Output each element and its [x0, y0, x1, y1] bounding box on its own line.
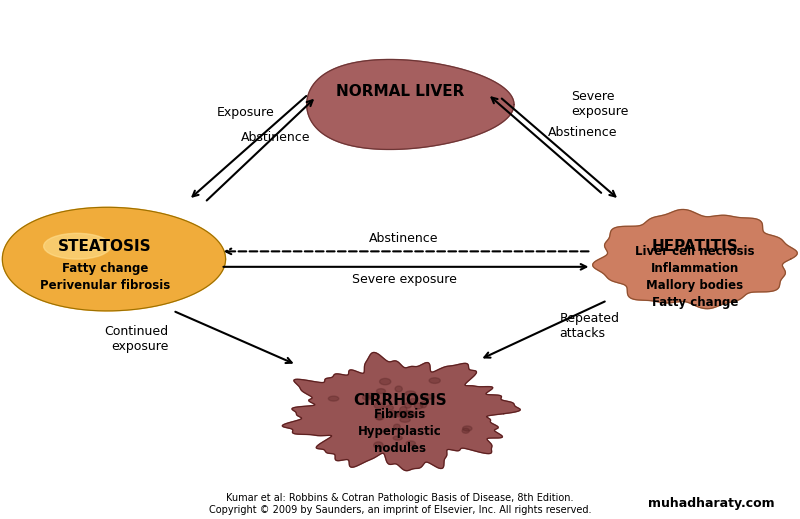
Ellipse shape: [374, 403, 385, 409]
Text: Abstinence: Abstinence: [241, 131, 310, 144]
Text: Fibrosis
Hyperplastic
nodules: Fibrosis Hyperplastic nodules: [358, 408, 442, 455]
Text: Continued
exposure: Continued exposure: [105, 325, 169, 353]
Polygon shape: [593, 210, 798, 309]
Ellipse shape: [405, 411, 414, 417]
Text: Abstinence: Abstinence: [370, 232, 438, 245]
Text: Fatty change
Perivenular fibrosis: Fatty change Perivenular fibrosis: [40, 262, 170, 292]
Ellipse shape: [379, 378, 391, 385]
Ellipse shape: [366, 393, 374, 399]
Ellipse shape: [462, 426, 472, 431]
Ellipse shape: [389, 411, 398, 417]
Ellipse shape: [44, 234, 110, 259]
Text: Severe
exposure: Severe exposure: [571, 90, 629, 118]
Ellipse shape: [396, 412, 405, 417]
Text: Abstinence: Abstinence: [547, 126, 617, 139]
Ellipse shape: [400, 417, 410, 422]
Ellipse shape: [429, 378, 440, 384]
Ellipse shape: [362, 395, 372, 400]
Text: Liver cell necrosis
Inflammation
Mallory bodies
Fatty change: Liver cell necrosis Inflammation Mallory…: [635, 245, 754, 309]
Ellipse shape: [420, 402, 426, 408]
Ellipse shape: [399, 411, 410, 417]
Ellipse shape: [406, 391, 416, 395]
Text: Kumar et al: Robbins & Cotran Pathologic Basis of Disease, 8th Edition.
Copyrigh: Kumar et al: Robbins & Cotran Pathologic…: [209, 493, 591, 515]
Text: Exposure: Exposure: [217, 106, 274, 119]
Ellipse shape: [395, 386, 402, 392]
Text: CIRRHOSIS: CIRRHOSIS: [353, 393, 447, 408]
Text: muhadharaty.com: muhadharaty.com: [648, 497, 774, 510]
Ellipse shape: [328, 396, 338, 401]
Ellipse shape: [410, 399, 416, 403]
Ellipse shape: [393, 436, 402, 440]
Polygon shape: [2, 207, 226, 311]
Ellipse shape: [375, 414, 384, 420]
Ellipse shape: [394, 424, 400, 429]
Ellipse shape: [374, 442, 383, 448]
Text: HEPATITIS: HEPATITIS: [651, 239, 738, 254]
Ellipse shape: [386, 405, 394, 410]
Ellipse shape: [377, 389, 386, 393]
Text: NORMAL LIVER: NORMAL LIVER: [336, 84, 464, 99]
Ellipse shape: [406, 441, 415, 446]
Ellipse shape: [375, 414, 383, 420]
Text: STEATOSIS: STEATOSIS: [58, 239, 152, 254]
Polygon shape: [306, 60, 514, 149]
Text: Repeated
attacks: Repeated attacks: [559, 312, 619, 340]
Ellipse shape: [414, 403, 423, 409]
Ellipse shape: [400, 406, 407, 413]
Ellipse shape: [462, 428, 470, 433]
Ellipse shape: [405, 403, 411, 408]
Polygon shape: [282, 352, 520, 471]
Ellipse shape: [424, 394, 434, 399]
Text: Severe exposure: Severe exposure: [351, 273, 457, 286]
Ellipse shape: [410, 413, 416, 417]
